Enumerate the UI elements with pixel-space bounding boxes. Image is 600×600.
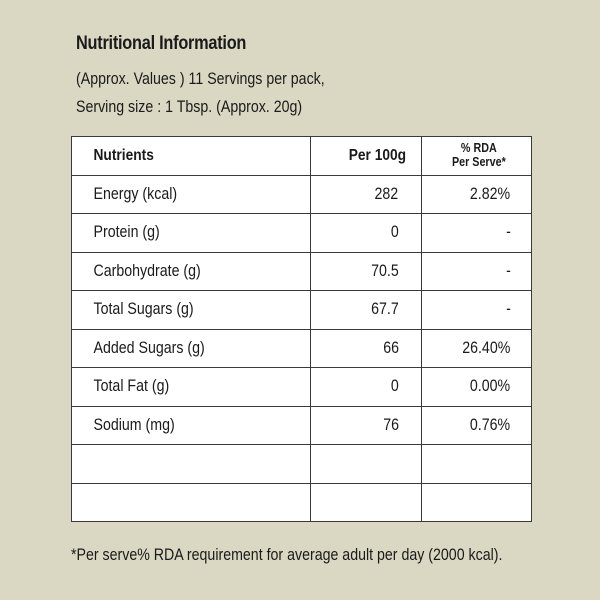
rda-per-serve-cell [421, 444, 532, 484]
panel-title: Nutritional Information [76, 33, 247, 54]
header-per-100g: Per 100g [310, 136, 422, 176]
header-rda-line1: % RDA [461, 140, 497, 155]
nutrient-name-cell: Added Sugars (g) [71, 328, 311, 368]
nutrient-name-cell: Carbohydrate (g) [71, 251, 311, 291]
per-100g-cell [310, 482, 422, 522]
rda-per-serve-cell: 26.40% [421, 328, 532, 368]
rda-per-serve-cell: - [421, 213, 532, 253]
nutrient-name-cell: Energy (kcal) [71, 174, 311, 214]
header-nutrients: Nutrients [71, 136, 311, 176]
rda-per-serve-cell: 2.82% [421, 174, 532, 214]
per-100g-cell: 0 [310, 367, 422, 407]
per-100g-cell: 67.7 [310, 290, 422, 330]
rda-per-serve-cell: 0.00% [421, 367, 532, 407]
per-100g-cell: 76 [310, 405, 422, 445]
header-rda-line2: Per Serve* [452, 154, 506, 169]
per-100g-cell: 282 [310, 174, 422, 214]
nutrient-name-cell [71, 444, 311, 484]
rda-per-serve-cell: 0.76% [421, 405, 532, 445]
nutrient-name-cell: Protein (g) [71, 213, 311, 253]
table-row [71, 482, 532, 522]
header-rda-per-serve: % RDA Per Serve* [421, 136, 532, 176]
nutrient-name-cell [71, 482, 311, 522]
nutrient-name-cell: Total Fat (g) [71, 367, 311, 407]
servings-info: (Approx. Values ) 11 Servings per pack, [76, 70, 325, 88]
per-100g-cell: 0 [310, 213, 422, 253]
rda-per-serve-cell: - [421, 290, 532, 330]
table-row: Carbohydrate (g) 70.5- [71, 251, 532, 291]
nutrition-table: Nutrients Per 100g % RDA Per Serve* Ener… [71, 136, 532, 522]
table-row: Total Sugars (g) 67.7- [71, 290, 532, 330]
table-row [71, 444, 532, 484]
table-row: Sodium (mg) 76 0.76% [71, 405, 532, 445]
per-100g-cell [310, 444, 422, 484]
table-row: Energy (kcal) 282 2.82% [71, 174, 532, 214]
table-row: Protein (g) 0- [71, 213, 532, 253]
rda-footnote: *Per serve% RDA requirement for average … [71, 546, 503, 564]
rda-per-serve-cell: - [421, 251, 532, 291]
nutrient-name-cell: Total Sugars (g) [71, 290, 311, 330]
nutrient-name-cell: Sodium (mg) [71, 405, 311, 445]
serving-size-info: Serving size : 1 Tbsp. (Approx. 20g) [76, 98, 303, 116]
table-row: Total Fat (g) 0 0.00% [71, 367, 532, 407]
per-100g-cell: 66 [310, 328, 422, 368]
per-100g-cell: 70.5 [310, 251, 422, 291]
table-row: Added Sugars (g) 66 26.40% [71, 328, 532, 368]
table-header-row: Nutrients Per 100g % RDA Per Serve* [71, 136, 532, 176]
rda-per-serve-cell [421, 482, 532, 522]
